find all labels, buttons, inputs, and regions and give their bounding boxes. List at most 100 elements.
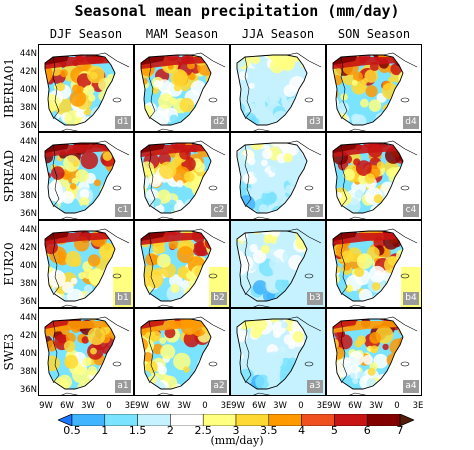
x-tick-label: 9W [135,401,149,411]
map-svg [39,221,133,307]
colorbar-tick-label: 6 [363,424,371,437]
africa-coast [253,392,271,395]
row-title-text: EUR20 [2,242,16,286]
y-tick-label: 42N [19,155,37,165]
y-tick-label: 44N [19,49,37,59]
y-tick-label: 36N [19,297,37,307]
panel-label: b1 [115,292,131,305]
balearic-islands [208,185,218,191]
y-tick-label: 40N [19,261,37,271]
france-coast [94,140,130,156]
colorbar-segment [268,414,302,426]
africa-coast [349,216,367,219]
figure-title: Seasonal mean precipitation (mm/day) [74,2,400,20]
panel-label: b3 [307,292,323,305]
x-tick-label: 9W [231,401,245,411]
balearic-islands [400,273,410,279]
y-tick-label: 38N [19,279,37,289]
france-coast [94,228,130,244]
balearic-islands [400,185,410,191]
border-line [340,144,348,208]
colorbar-low-triangle [58,414,73,426]
x-tick-label: 3W [273,401,287,411]
france-coast [382,140,418,156]
map-svg [231,309,325,395]
x-tick-label: 3E [220,401,232,411]
y-tick-label: 36N [19,121,37,131]
border-line [148,144,156,208]
coastline [236,54,308,126]
map-panel: b1 [38,220,134,308]
africa-coast [61,304,79,307]
row-title-2: EUR20 [0,220,18,308]
column-title-0: DJF Season [49,27,123,41]
y-tick-label: 38N [19,367,37,377]
panel-label: a3 [307,380,323,393]
coastline [332,54,404,126]
coastline [332,230,404,302]
balearic-islands [112,185,122,191]
africa-coast [349,304,367,307]
balearic-islands [112,97,122,103]
x-tick-label: 9W [327,401,341,411]
border-line [52,56,60,120]
coastline [140,230,212,302]
colorbar-tick-label: 5 [330,424,338,437]
map-panel: c4 [326,132,422,220]
map-panel: c1 [38,132,134,220]
map-svg [39,45,133,131]
africa-coast [253,128,271,131]
row-title-0: IBERIA01 [0,44,18,132]
panel-label: c4 [403,204,419,217]
colorbar-tick-label: 3.5 [260,424,278,437]
balearic-islands [112,273,122,279]
x-tick-label: 6W [60,401,74,411]
map-panel: a3 [230,308,326,396]
map-panel: d2 [134,44,230,132]
balearic-islands [304,273,314,279]
map-panel: a1 [38,308,134,396]
balearic-islands [400,97,410,103]
balearic-islands [208,97,218,103]
africa-coast [61,128,79,131]
africa-coast [157,128,175,131]
france-coast [382,228,418,244]
colorbar-segment [301,414,335,426]
colorbar-segment [334,414,368,426]
x-tick-label: 9W [39,401,53,411]
border-line [340,232,348,296]
france-coast [286,52,322,68]
panel-label: a4 [403,380,419,393]
colorbar-tick-label: 3 [232,424,240,437]
coastline [236,142,308,214]
panel-label: d4 [403,116,419,129]
map-svg [231,221,325,307]
map-svg [231,133,325,219]
balearic-islands [208,273,218,279]
panel-label: d2 [211,116,227,129]
map-panel: a2 [134,308,230,396]
map-panel: b4 [326,220,422,308]
map-svg [135,221,229,307]
coastline [332,142,404,214]
column-title-3: SON Season [337,27,411,41]
coastline [236,230,308,302]
france-coast [190,140,226,156]
y-tick-label: 36N [19,209,37,219]
row-title-1: SPREAD [0,132,18,220]
coastline [140,54,212,126]
x-tick-label: 0 [298,401,304,411]
map-svg [327,45,421,131]
balearic-islands [400,361,410,367]
border-line [244,320,252,384]
africa-coast [253,304,271,307]
x-tick-label: 3E [124,401,136,411]
y-tick-label: 44N [19,225,37,235]
y-tick-label: 38N [19,103,37,113]
y-tick-label: 44N [19,313,37,323]
panel-label: a1 [115,380,131,393]
france-coast [286,140,322,156]
x-tick-label: 3W [369,401,383,411]
border-line [52,320,60,384]
column-title-1: MAM Season [145,27,219,41]
